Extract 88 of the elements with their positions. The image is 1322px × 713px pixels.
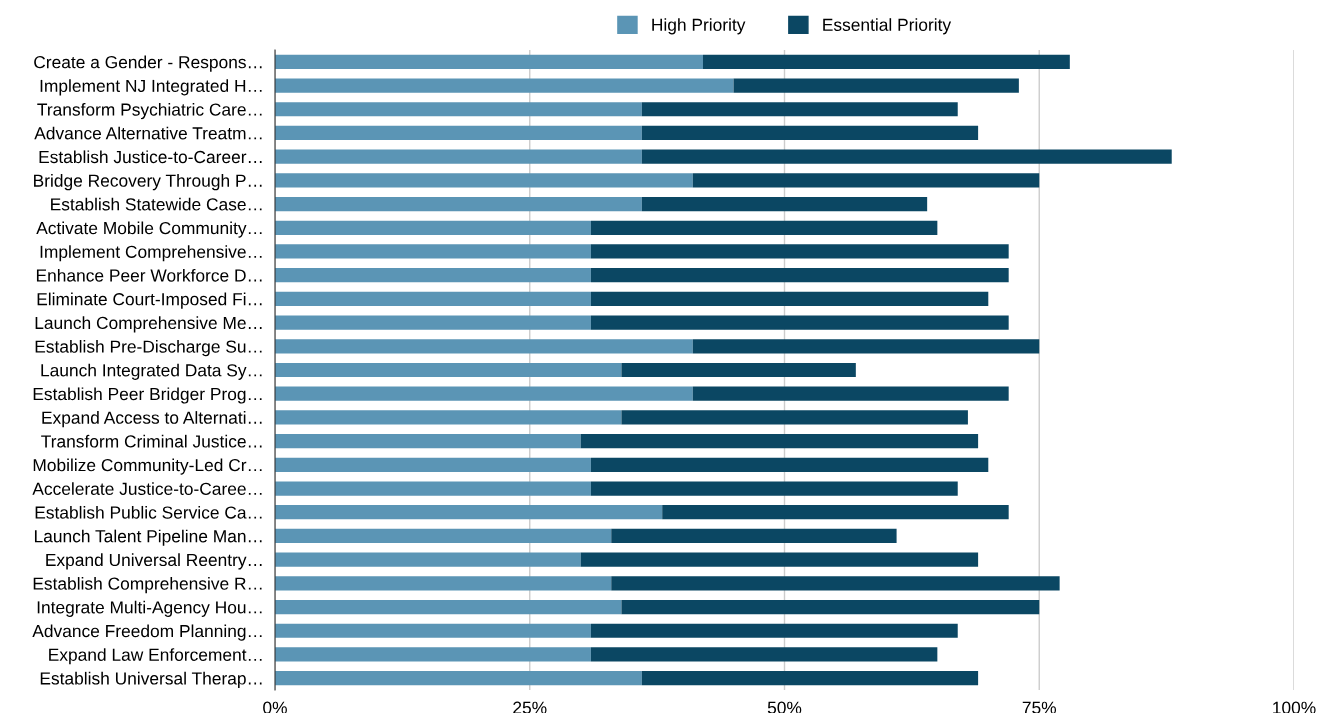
bar [275, 315, 591, 330]
y-tick-label: Eliminate Court-Imposed Fi… [37, 292, 262, 309]
bar [590, 623, 958, 638]
bar [692, 386, 1009, 401]
y-tick-label: Expand Universal Reentry… [46, 553, 262, 570]
bar [692, 339, 1040, 354]
y-tick-label: Transform Psychiatric Care… [37, 102, 262, 120]
y-tick-label: Advance Alternative Treatm… [34, 126, 262, 140]
bar [590, 244, 1009, 259]
y-tick-label: Establish Peer Bridger Prog… [33, 387, 262, 404]
y-tick-label: Enhance Peer Workforce D… [36, 268, 262, 282]
y-tick-label: Accelerate Justice-to-Caree… [32, 482, 262, 495]
bar [275, 173, 693, 188]
bar [580, 434, 979, 449]
x-tick-label: 100% [1273, 701, 1316, 713]
y-tick-label: Launch Comprehensive Me… [35, 316, 262, 333]
y-tick-label: Launch Integrated Data Sy… [41, 363, 262, 380]
bar [641, 196, 928, 212]
bar [662, 505, 1009, 520]
bar [580, 552, 979, 567]
y-tick-label: Establish Pre-Discharge Su… [35, 340, 262, 357]
y-tick-label: Establish Public Service Ca… [35, 505, 262, 519]
bar [275, 291, 591, 306]
y-tick-label: Establish Universal Therap… [40, 671, 262, 689]
x-tick-label: 0% [263, 701, 287, 713]
bar [621, 362, 856, 378]
y-tick-label: Create a Gender - Respons… [34, 55, 262, 72]
bar [275, 54, 703, 69]
bar [275, 434, 581, 449]
x-tick-label: 75% [1022, 701, 1057, 713]
legend-label: Essential Priority [823, 18, 952, 35]
bar [275, 102, 642, 117]
bar [275, 78, 734, 93]
bar [611, 528, 897, 544]
bar [590, 647, 938, 662]
y-tick-label: Expand Access to Alternati… [42, 411, 262, 428]
bar [275, 362, 622, 378]
y-tick-label: Establish Justice-to-Career… [39, 150, 262, 164]
y-tick-label: Implement NJ Integrated H… [40, 79, 262, 96]
bar [275, 125, 642, 141]
x-tick-label: 25% [513, 701, 547, 713]
bar [275, 410, 622, 425]
bar [275, 268, 591, 283]
bar [733, 78, 1019, 93]
bar [641, 102, 958, 117]
y-tick-label: Transform Criminal Justice… [41, 434, 262, 448]
y-tick-label: Expand Law Enforcement… [49, 648, 262, 665]
bar [621, 599, 1040, 615]
y-tick-label: Mobilize Community-Led Cr… [33, 458, 262, 475]
bar [275, 647, 591, 662]
bar [275, 671, 642, 686]
bar [590, 220, 938, 235]
y-tick-label: Implement Comprehensive… [40, 245, 262, 262]
bar [275, 149, 642, 164]
bar [275, 528, 612, 544]
bar [702, 54, 1070, 69]
bar [641, 125, 979, 141]
bar [590, 291, 989, 306]
bar [275, 244, 591, 259]
bar [275, 481, 591, 496]
bar [641, 149, 1172, 164]
bar [611, 576, 1060, 591]
y-tick-label: Advance Freedom Planning… [32, 624, 262, 641]
bar [275, 599, 622, 615]
bar [692, 173, 1040, 188]
bar [590, 457, 989, 472]
y-tick-label: Bridge Recovery Through P… [34, 174, 262, 191]
bar [275, 386, 693, 401]
bar [275, 576, 612, 591]
bar [275, 220, 591, 235]
bar [275, 457, 591, 472]
y-tick-label: Integrate Multi-Agency Hou… [37, 600, 262, 617]
bar [590, 481, 958, 496]
bar [275, 623, 591, 638]
bar [275, 339, 693, 354]
x-tick-label: 50% [767, 701, 802, 713]
bar [590, 315, 1009, 330]
y-tick-label: Establish Comprehensive R… [33, 577, 262, 594]
legend-label: High Priority [652, 18, 746, 35]
bar [590, 268, 1009, 283]
bar [275, 196, 642, 212]
y-tick-label: Activate Mobile Community… [36, 221, 262, 238]
bar [275, 505, 663, 520]
bar [275, 552, 581, 567]
y-tick-label: Establish Statewide Case… [51, 197, 262, 211]
bar [641, 671, 979, 686]
y-tick-label: Launch Talent Pipeline Man… [34, 529, 262, 546]
bar [621, 410, 968, 425]
